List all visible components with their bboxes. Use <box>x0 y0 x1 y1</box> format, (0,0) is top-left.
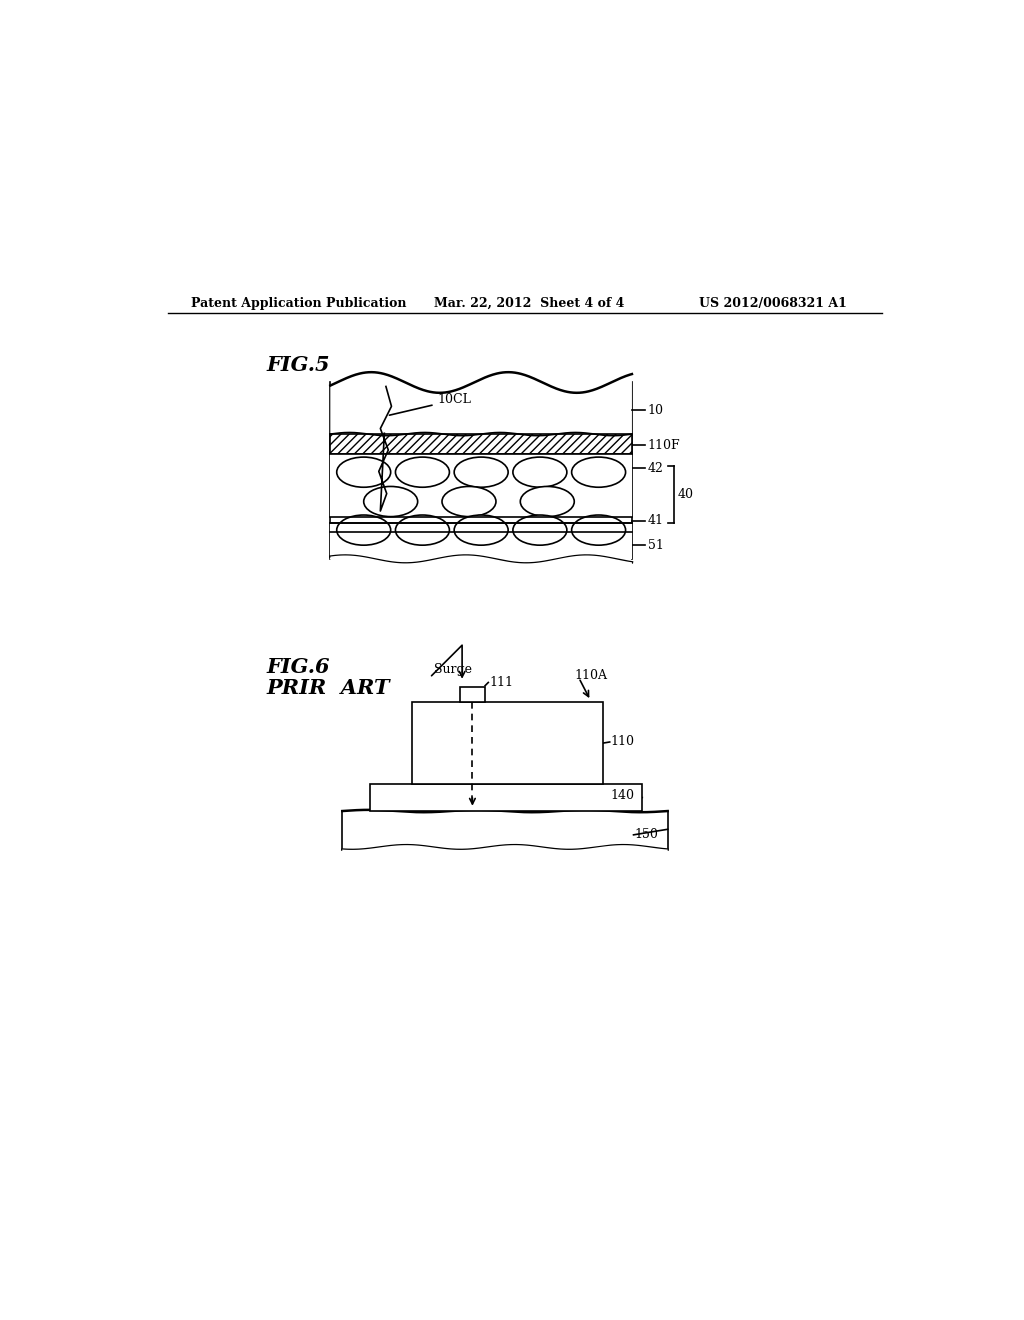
Text: 41: 41 <box>648 513 664 527</box>
Ellipse shape <box>513 515 567 545</box>
Text: FIG.6: FIG.6 <box>267 656 331 677</box>
Text: 110T: 110T <box>338 467 379 484</box>
Text: 10CL: 10CL <box>389 393 471 416</box>
Ellipse shape <box>571 457 626 487</box>
Text: 140: 140 <box>610 788 635 801</box>
Text: 51: 51 <box>648 539 664 552</box>
Ellipse shape <box>337 457 391 487</box>
Ellipse shape <box>513 457 567 487</box>
Bar <box>331 434 632 454</box>
Text: Mar. 22, 2012  Sheet 4 of 4: Mar. 22, 2012 Sheet 4 of 4 <box>433 297 624 310</box>
Ellipse shape <box>520 487 574 516</box>
Ellipse shape <box>395 515 450 545</box>
Bar <box>370 784 642 810</box>
Text: 150: 150 <box>634 829 658 841</box>
Ellipse shape <box>395 457 450 487</box>
Text: PRIR  ART: PRIR ART <box>267 678 390 698</box>
Text: 42: 42 <box>648 462 664 475</box>
Bar <box>331 523 632 560</box>
Text: Surge: Surge <box>433 663 471 676</box>
Text: Patent Application Publication: Patent Application Publication <box>191 297 407 310</box>
Bar <box>331 454 632 517</box>
Ellipse shape <box>455 457 508 487</box>
Text: 110A: 110A <box>574 669 607 682</box>
Polygon shape <box>331 372 632 436</box>
Text: US 2012/0068321 A1: US 2012/0068321 A1 <box>699 297 847 310</box>
Text: 110F: 110F <box>648 438 680 451</box>
Text: FIG.5: FIG.5 <box>267 355 331 375</box>
Ellipse shape <box>337 515 391 545</box>
Polygon shape <box>342 845 668 887</box>
Ellipse shape <box>442 487 496 516</box>
Text: 10: 10 <box>648 404 664 417</box>
Ellipse shape <box>571 515 626 545</box>
Polygon shape <box>331 556 632 607</box>
Bar <box>412 702 602 784</box>
Text: 111: 111 <box>489 676 513 689</box>
Bar <box>460 688 485 702</box>
Bar <box>342 810 668 847</box>
Ellipse shape <box>455 515 508 545</box>
Ellipse shape <box>364 487 418 516</box>
Text: 40: 40 <box>678 488 694 500</box>
Text: 110: 110 <box>610 735 635 748</box>
